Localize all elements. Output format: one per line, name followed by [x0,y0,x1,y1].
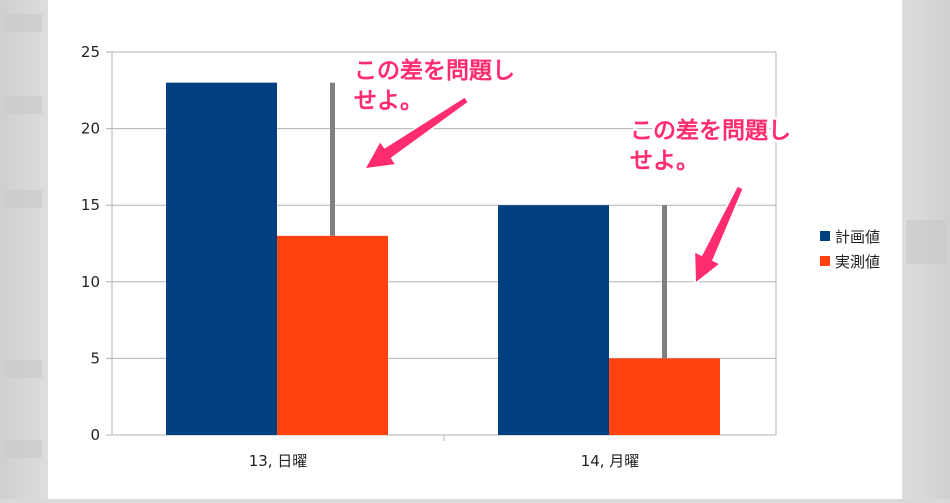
blurred-background-strip [4,14,42,32]
annotation-text: この差を問題し [354,57,515,84]
x-category-label: 14, 月曜 [581,452,640,470]
bar [277,235,388,435]
y-tick-label: 0 [90,426,100,444]
blurred-background-strip [4,440,42,458]
y-tick-label: 10 [81,273,100,291]
legend-entry: 実測値 [835,253,880,271]
blurred-background-strip [4,190,42,208]
chart-card: 0 5 10 15 20 25 13, 日曜 14, 月曜 計画値 実測値 この差を問題し せよ。… [48,0,902,499]
difference-lines [330,82,667,359]
arrow-icon [364,96,469,170]
bar [498,205,609,435]
bars [166,82,720,435]
y-tick-label: 15 [81,196,100,214]
blurred-background-strip [4,96,42,114]
legend-swatch [820,231,830,241]
legend-swatch [820,256,830,266]
annotation-text: せよ。 [630,148,699,174]
y-tick-label: 25 [81,43,100,61]
legend-entry: 計画値 [835,228,880,246]
y-tick-label: 5 [90,349,100,367]
x-category-label: 13, 日曜 [249,452,308,470]
bar [166,82,277,435]
annotation-text: せよ。 [354,88,423,114]
axis-labels: 0 5 10 15 20 25 13, 日曜 14, 月曜 [81,43,639,470]
bar [609,358,720,435]
blurred-background-strip [906,220,946,264]
blurred-background-strip [4,360,42,378]
arrow-icon [693,185,744,284]
y-tick-label: 20 [81,120,100,138]
annotation-text: この差を問題し [630,117,791,144]
